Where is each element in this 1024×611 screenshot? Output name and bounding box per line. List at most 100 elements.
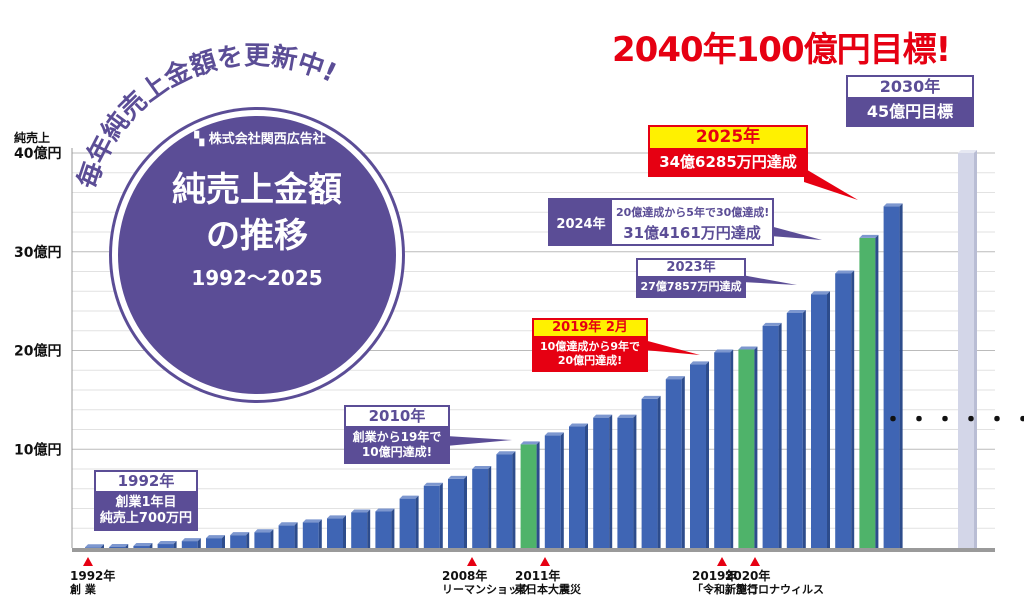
- event-marker-icon: [467, 557, 477, 566]
- company-logo-icon: ▚: [194, 132, 209, 147]
- bar-top-1999: [254, 529, 274, 533]
- bar-side-2011: [560, 432, 564, 548]
- bar-side-1993: [125, 544, 129, 548]
- bar-side-2016: [681, 376, 685, 548]
- bar-1997: [206, 538, 222, 548]
- bar-top-2022: [811, 291, 830, 295]
- event-label: 2008年 リーマンショック: [442, 569, 530, 596]
- bar-top-1992: [85, 544, 104, 548]
- bar-1996: [181, 541, 198, 548]
- event-label: 2011年 東日本大震災: [515, 569, 581, 596]
- bar-side-1995: [173, 541, 177, 548]
- bar-2015: [641, 398, 658, 548]
- event-name: 東日本大震災: [515, 582, 581, 596]
- event-year: 2019年: [692, 569, 738, 583]
- bar-side-2009: [512, 451, 516, 548]
- bar-2013: [593, 417, 610, 548]
- bar-top-2019: [738, 346, 758, 350]
- callout-2024: 2024年 20億達成から5年で30億達成! 31億4161万円達成: [548, 198, 774, 246]
- bar-side-2015: [657, 395, 661, 548]
- bar-2017: [690, 364, 706, 548]
- callout-2025: 2025年 34億6285万円達成: [648, 125, 808, 177]
- event-marker-icon: [540, 557, 550, 566]
- callout-pointer: [770, 226, 822, 240]
- bar-top-2007: [448, 475, 467, 479]
- bar-side-2019: [754, 346, 758, 548]
- bar-top-2006: [423, 482, 443, 486]
- event-name: リーマンショック: [442, 582, 530, 596]
- bar-1995: [157, 544, 174, 548]
- bar-2000: [278, 525, 295, 548]
- bar-top-2002: [327, 515, 346, 519]
- bar-2007: [448, 478, 464, 548]
- bar-1994: [133, 546, 150, 548]
- bar-top-2015: [641, 395, 661, 399]
- callout-2025-body: 34億6285万円達成: [650, 150, 806, 175]
- callout-pointer: [446, 436, 512, 446]
- callout-pointer: [742, 275, 797, 285]
- callout-2010-head: 2010年: [346, 407, 448, 428]
- bar-top-1997: [206, 535, 225, 539]
- bar-side-2025: [899, 203, 903, 548]
- event-label: 2020年 新型コロナウィルス: [725, 569, 824, 596]
- bar-top-2025: [883, 203, 903, 207]
- bar-side-1996: [197, 538, 201, 548]
- ellipsis-dots: ・・・・・・: [882, 408, 1024, 433]
- bar-2011: [544, 435, 561, 548]
- event-year: 1992年: [70, 569, 116, 583]
- bar-top-2012: [569, 423, 588, 427]
- bar-top-1995: [157, 541, 177, 545]
- callout-2019-head: 2019年 2月: [534, 320, 646, 339]
- bar-side-1999: [270, 529, 274, 548]
- event-name: 創 業: [70, 582, 96, 596]
- bar-side-2002: [343, 515, 346, 548]
- callout-2023: 2023年 27億7857万円達成: [636, 258, 746, 298]
- bar-top-2030: [958, 150, 977, 153]
- bar-1993: [109, 547, 126, 548]
- bar-top-1998: [230, 532, 250, 536]
- bar-top-2014: [617, 414, 637, 418]
- bar-side-1992: [101, 544, 104, 548]
- bar-1992: [85, 547, 101, 548]
- bar-2023: [835, 273, 852, 548]
- company-name-text: 株式会社関西広告社: [208, 132, 326, 147]
- bar-2003: [351, 512, 368, 548]
- bar-top-2018: [714, 349, 734, 353]
- event-year: 2020年: [725, 569, 771, 583]
- bar-top-2001: [302, 519, 322, 523]
- arc-slogan-path: 毎年純売上金額を更新中!: [73, 41, 341, 192]
- y-tick-label: 10億円: [14, 441, 61, 458]
- bar-side-1998: [246, 532, 250, 548]
- bar-top-2017: [690, 361, 709, 365]
- callout-pointer: [644, 340, 700, 355]
- callout-2024-line1: 20億達成から5年で30億達成!: [616, 206, 770, 219]
- bar-top-1994: [133, 543, 153, 547]
- callout-2019: 2019年 2月 10億達成から9年で 20億円達成!: [532, 318, 648, 372]
- bar-side-2013: [609, 414, 613, 548]
- bar-1998: [230, 535, 247, 548]
- bar-side-2022: [827, 291, 830, 548]
- callout-pointer: [804, 168, 858, 200]
- bar-side-2008: [488, 466, 492, 548]
- bar-top-2013: [593, 414, 613, 418]
- bar-side-2003: [367, 509, 371, 548]
- bar-top-2004: [375, 508, 395, 512]
- arc-slogan-text: 毎年純売上金額を更新中!: [73, 41, 341, 192]
- bar-2018: [714, 352, 731, 548]
- callout-1992-head: 1992年: [96, 472, 196, 493]
- bar-1999: [254, 532, 271, 548]
- bar-side-2005: [415, 495, 419, 548]
- bar-top-2000: [278, 522, 298, 526]
- bar-top-1996: [181, 538, 201, 542]
- bar-2021: [786, 312, 803, 548]
- callout-1992-body: 創業1年目 純売上700万円: [96, 492, 196, 530]
- bar-top-1993: [109, 544, 129, 548]
- bar-side-2023: [851, 270, 855, 548]
- bar-2014: [617, 417, 634, 548]
- event-marker-icon: [717, 557, 727, 566]
- bar-2025: [883, 206, 900, 548]
- callout-2023-body: 27億7857万円達成: [638, 278, 744, 296]
- callout-2024-tag: 2024年: [550, 200, 612, 244]
